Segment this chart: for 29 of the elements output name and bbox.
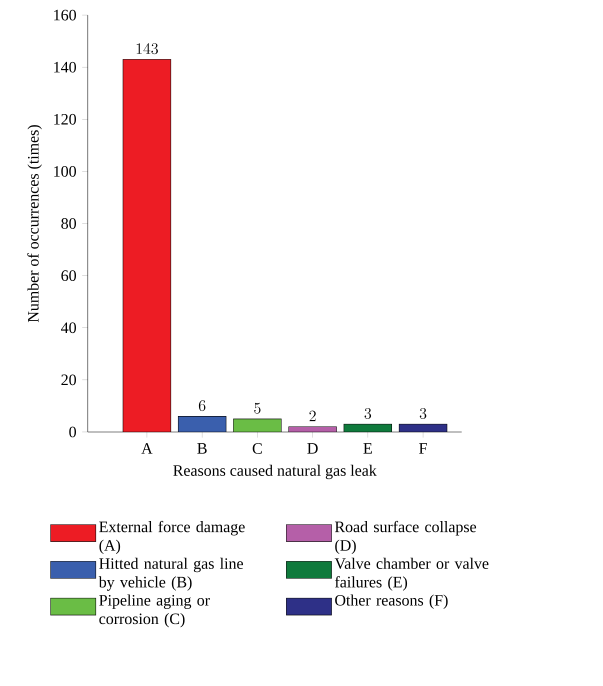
x-tick-label: E: [363, 443, 372, 454]
y-tick-label: 20: [61, 374, 76, 386]
x-axis-title: Reasons caused natural gas leak: [173, 464, 377, 480]
x-tick-label: F: [419, 443, 427, 454]
y-tick-label: 100: [54, 166, 76, 177]
data-label: 5: [254, 402, 260, 414]
x-tick-label: A: [141, 443, 153, 454]
data-label: 6: [198, 400, 206, 412]
data-label: 2: [309, 410, 316, 422]
legend-label: Road surface collapse (D): [334, 520, 476, 554]
y-tick-label: 0: [69, 426, 76, 438]
y-tick-label: 40: [60, 322, 76, 334]
data-label: 143: [136, 43, 158, 54]
y-tick-label: 120: [54, 114, 76, 125]
legend-label: Pipeline aging or corrosion (C): [99, 594, 210, 628]
legend-label: Hitted natural gas line by vehicle (B): [98, 558, 243, 591]
data-label: 3: [364, 408, 372, 419]
data-label: 3: [420, 408, 426, 419]
legend-label: Valve chamber or valve failures (E): [334, 558, 488, 591]
y-axis-title: Number of occurrences (times): [27, 125, 42, 322]
x-tick-label: C: [252, 443, 262, 454]
x-tick-label: B: [197, 443, 207, 454]
y-tick-label: 160: [54, 10, 76, 20]
y-tick-label: 140: [54, 62, 76, 73]
y-tick-label: 80: [61, 218, 76, 229]
y-tick-label: 60: [61, 270, 76, 281]
legend-label: External force damage (A): [99, 520, 245, 554]
x-tick-label: D: [307, 443, 318, 454]
legend-label: Other reasons (F): [335, 594, 448, 609]
